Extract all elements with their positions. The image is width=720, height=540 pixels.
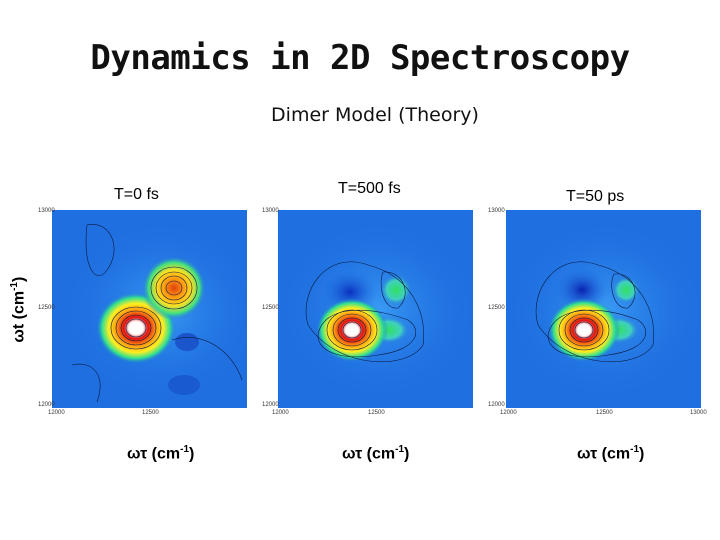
y-tick-2-mid: 12500 [262,305,279,311]
y-tick-3-mid: 12500 [488,305,505,311]
panel-label-2: T=500 fs [338,180,401,197]
x-axis-label-3: ωτ (cm-1) [577,444,645,463]
spectrum-plot-1-svg [52,210,247,408]
y-axis-label: ωt (cm-1) [9,255,28,365]
x-axis-label-1: ωτ (cm-1) [127,444,195,463]
y-tick-3-bot: 12000 [488,402,505,408]
y-tick-1-top: 13000 [38,208,55,214]
slide-subtitle: Dimer Model (Theory) [271,104,479,126]
x-tick-3-right: 13000 [690,410,707,416]
slide-title: Dynamics in 2D Spectroscopy [90,38,630,78]
y-axis-unit: (cm-1) [9,276,28,320]
x-axis-symbol-2: ωτ [342,445,363,463]
x-tick-3-left: 12000 [500,410,517,416]
panel-label-1: T=0 fs [114,186,159,203]
spectrum-plot-1 [52,210,247,408]
y-tick-1-bot: 12000 [38,402,55,408]
panel-label-3: T=50 ps [566,188,625,205]
y-tick-2-top: 13000 [262,208,279,214]
y-tick-1-mid: 12500 [38,305,55,311]
x-axis-symbol-3: ωτ [577,445,598,463]
x-tick-2-left: 12000 [272,410,289,416]
spectrum-plot-3-svg [506,210,701,408]
x-axis-symbol-1: ωτ [127,445,148,463]
y-tick-2-bot: 12000 [262,402,279,408]
x-tick-1-mid: 12500 [142,410,159,416]
y-tick-3-top: 13000 [488,208,505,214]
spectrum-plot-2 [278,210,473,408]
y-axis-symbol: ωt [10,323,28,343]
x-tick-2-mid: 12500 [368,410,385,416]
x-tick-3-mid: 12500 [596,410,613,416]
spectrum-plot-2-svg [278,210,473,408]
x-tick-1-left: 12000 [48,410,65,416]
spectrum-plot-3 [506,210,701,408]
x-axis-label-2: ωτ (cm-1) [342,444,410,463]
